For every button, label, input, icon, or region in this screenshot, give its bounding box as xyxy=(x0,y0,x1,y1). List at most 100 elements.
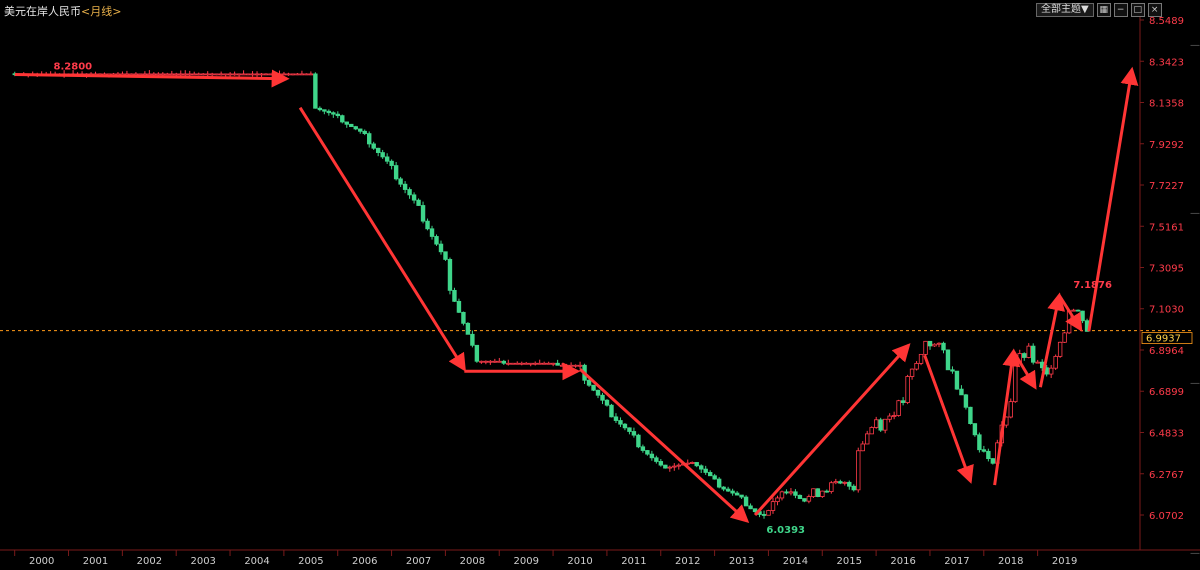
candle-up xyxy=(259,73,264,76)
candle-up xyxy=(483,360,489,363)
chart-toolbar: 全部主题▼ ▦ − □ × xyxy=(1036,3,1162,17)
x-tick-label: 2003 xyxy=(190,556,215,567)
candle-up xyxy=(183,73,188,76)
candle-up xyxy=(147,73,152,76)
candle-down xyxy=(734,492,740,496)
trend-arrow xyxy=(1057,294,1083,332)
candle-up xyxy=(865,433,870,445)
candle-up xyxy=(218,73,224,76)
candle-up xyxy=(209,73,215,76)
x-tick-label: 2012 xyxy=(675,556,700,567)
candle-down xyxy=(743,496,749,507)
candle-up xyxy=(236,73,242,76)
candle-up xyxy=(1071,309,1076,312)
candle-up xyxy=(142,73,148,76)
y-tick-label: 7.1030 xyxy=(1149,305,1184,316)
close-icon[interactable]: × xyxy=(1147,3,1162,17)
candle-up xyxy=(1053,355,1058,369)
candle-up xyxy=(775,497,780,503)
candle-down xyxy=(331,112,336,115)
theme-selector-button[interactable]: 全部主题▼ xyxy=(1036,3,1094,17)
candle-down xyxy=(945,349,951,371)
price-annotation: 8.2800 xyxy=(54,62,93,73)
right-edge-marker: — xyxy=(1190,40,1200,51)
candle-down xyxy=(384,156,390,162)
candle-up xyxy=(205,73,210,76)
maximize-icon[interactable]: □ xyxy=(1130,3,1145,17)
candle-up xyxy=(295,73,300,76)
candle-up xyxy=(779,491,785,499)
candle-up xyxy=(909,368,915,377)
candle-down xyxy=(367,133,372,145)
candle-down xyxy=(362,130,367,135)
candle-down xyxy=(977,434,982,451)
candle-up xyxy=(250,73,255,76)
candle-down xyxy=(595,389,601,396)
candle-down xyxy=(900,400,906,403)
candle-down xyxy=(456,300,462,313)
candle-down xyxy=(461,311,466,324)
candle-down xyxy=(636,434,641,448)
candle-up xyxy=(192,73,197,76)
candle-down xyxy=(959,388,964,396)
candle-up xyxy=(676,464,681,467)
candle-up xyxy=(165,73,170,76)
y-tick-label: 8.3423 xyxy=(1149,57,1184,68)
candle-up xyxy=(151,73,157,76)
candle-down xyxy=(429,228,435,237)
x-tick-label: 2019 xyxy=(1052,556,1077,567)
candle-down xyxy=(600,394,605,401)
candle-up xyxy=(196,73,201,76)
candle-down xyxy=(465,322,471,335)
candle-up xyxy=(174,73,179,76)
candle-up xyxy=(519,362,524,365)
candle-up xyxy=(833,481,839,484)
candle-up xyxy=(891,415,897,417)
candle-up xyxy=(690,462,695,464)
candle-up xyxy=(882,418,888,431)
y-tick-label: 6.2767 xyxy=(1149,470,1184,481)
x-tick-label: 2015 xyxy=(837,556,862,567)
grid-icon[interactable]: ▦ xyxy=(1096,3,1111,17)
x-tick-label: 2016 xyxy=(890,556,915,567)
x-tick-label: 2002 xyxy=(137,556,162,567)
minus-icon[interactable]: − xyxy=(1113,3,1128,17)
period-label[interactable]: <月线> xyxy=(81,5,122,18)
candle-down xyxy=(438,243,444,253)
candle-up xyxy=(685,462,690,465)
candle-down xyxy=(420,205,426,222)
candle-down xyxy=(340,115,345,123)
candles xyxy=(12,70,1090,519)
candle-down xyxy=(824,490,830,493)
candle-down xyxy=(1022,353,1027,358)
y-tick-label: 7.3095 xyxy=(1149,264,1184,275)
candle-up xyxy=(559,364,565,367)
candle-up xyxy=(515,362,520,365)
candle-down xyxy=(703,468,708,473)
trend-arrow xyxy=(993,348,1021,486)
trend-arrow xyxy=(14,69,290,88)
candle-down xyxy=(950,369,955,372)
candle-up xyxy=(546,362,551,365)
candle-up xyxy=(923,340,928,355)
candle-up xyxy=(528,362,533,365)
candle-up xyxy=(829,482,834,492)
candle-up xyxy=(1062,332,1067,343)
trend-arrow xyxy=(1038,292,1066,388)
trend-arrows xyxy=(14,66,1139,524)
candle-down xyxy=(474,344,480,362)
candle-up xyxy=(254,73,260,76)
candle-up xyxy=(1008,401,1013,418)
candle-up xyxy=(811,488,816,498)
axes: 8.5489 8.3423 8.1358 7.9292 7.7227 7.5161 7.30… xyxy=(0,14,1200,567)
candle-down xyxy=(707,472,713,477)
candle-up xyxy=(766,510,771,516)
candle-up xyxy=(201,73,206,76)
x-tick-label: 2018 xyxy=(998,556,1023,567)
candle-down xyxy=(797,494,803,499)
candle-up xyxy=(1048,367,1054,375)
candle-down xyxy=(416,199,421,206)
x-tick-label: 2010 xyxy=(567,556,592,567)
candle-up xyxy=(304,73,309,76)
